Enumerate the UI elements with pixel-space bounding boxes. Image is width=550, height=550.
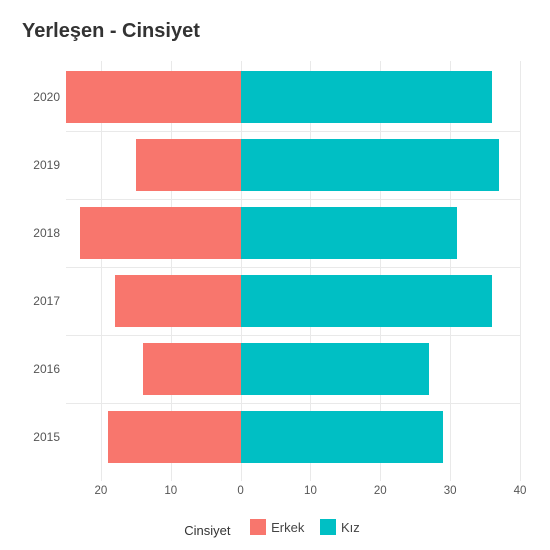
- grid-line-horizontal: [66, 131, 520, 132]
- x-axis-tick-label: 10: [164, 485, 177, 497]
- bar-erkek: [66, 71, 241, 123]
- bar-erkek: [108, 411, 241, 463]
- legend: Cinsiyet Erkek Kız: [22, 519, 528, 538]
- legend-title: Cinsiyet: [184, 523, 230, 538]
- bar-kiz: [241, 139, 499, 191]
- y-axis-label: 2020: [22, 90, 60, 104]
- y-axis-label: 2017: [22, 294, 60, 308]
- plot-area: 2020 2019 2018 2017 2016 2015: [66, 61, 520, 481]
- bar-row: 2018: [66, 207, 520, 259]
- grid-line-horizontal: [66, 199, 520, 200]
- grid-line-horizontal: [66, 267, 520, 268]
- bar-row: 2016: [66, 343, 520, 395]
- legend-item-kiz: Kız: [320, 519, 360, 535]
- x-axis-tick-label: 20: [95, 485, 108, 497]
- bar-erkek: [143, 343, 241, 395]
- x-axis-tick-label: 30: [444, 485, 457, 497]
- x-axis-tick-label: 40: [514, 485, 527, 497]
- x-axis-tick-label: 20: [374, 485, 387, 497]
- grid-line-horizontal: [66, 403, 520, 404]
- bar-row: 2017: [66, 275, 520, 327]
- legend-swatch-kiz: [320, 519, 336, 535]
- legend-label-kiz: Kız: [341, 520, 360, 535]
- y-axis-label: 2018: [22, 226, 60, 240]
- bar-kiz: [241, 411, 444, 463]
- bar-kiz: [241, 207, 458, 259]
- x-axis-labels: 2010010203040: [66, 485, 520, 503]
- bar-row: 2015: [66, 411, 520, 463]
- bar-erkek: [80, 207, 241, 259]
- chart-container: Yerleşen - Cinsiyet 20202019201820172016…: [0, 0, 550, 550]
- bar-erkek: [136, 139, 241, 191]
- y-axis-label: 2016: [22, 362, 60, 376]
- bar-kiz: [241, 343, 430, 395]
- x-axis-tick-label: 10: [304, 485, 317, 497]
- bar-row: 2019: [66, 139, 520, 191]
- x-axis-tick-label: 0: [237, 485, 243, 497]
- y-axis-label: 2019: [22, 158, 60, 172]
- grid-line-vertical: [520, 61, 521, 481]
- grid-line-horizontal: [66, 335, 520, 336]
- bar-erkek: [115, 275, 241, 327]
- chart-title: Yerleşen - Cinsiyet: [22, 20, 528, 43]
- bar-kiz: [241, 275, 492, 327]
- bar-row: 2020: [66, 71, 520, 123]
- bar-kiz: [241, 71, 492, 123]
- y-axis-label: 2015: [22, 430, 60, 444]
- legend-swatch-erkek: [250, 519, 266, 535]
- legend-label-erkek: Erkek: [271, 520, 304, 535]
- legend-item-erkek: Erkek: [250, 519, 304, 535]
